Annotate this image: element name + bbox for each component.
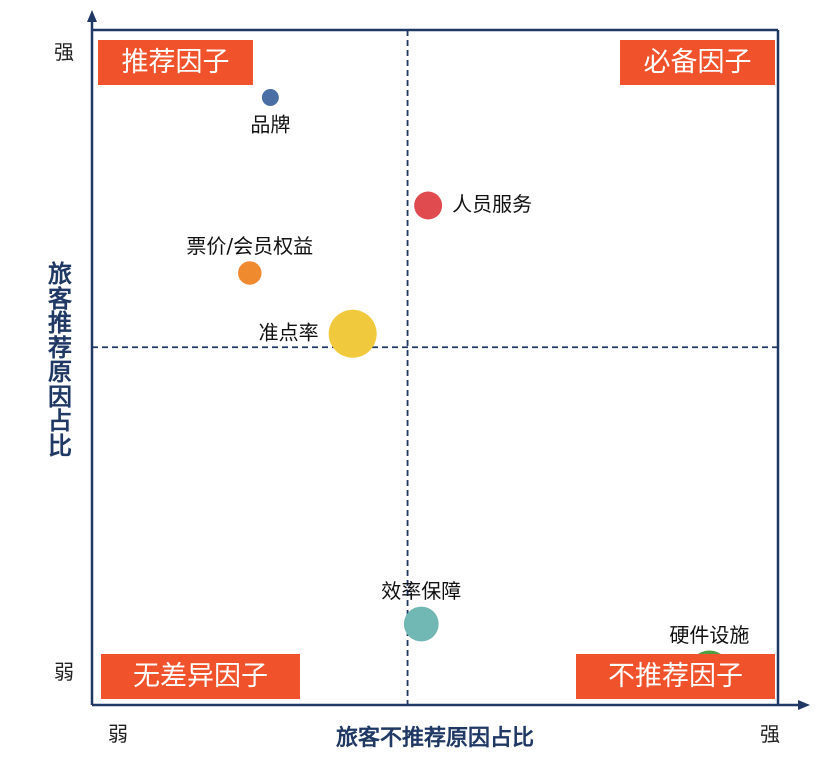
quadrant-label-bottom-left: 无差异因子: [101, 654, 300, 699]
y-tick-low: 弱: [54, 660, 74, 684]
bubble-point-2: [414, 191, 443, 220]
bubble-point-1: [261, 89, 279, 106]
y-axis-title: 旅客推荐原因占比: [48, 260, 72, 460]
bubble-point-3: [238, 261, 262, 285]
quadrant-label-top-right: 必备因子: [620, 40, 775, 85]
bubble-label-5: 效率保障: [381, 579, 461, 603]
bubble-label-1: 品牌: [250, 112, 290, 136]
y-axis-arrow: [87, 10, 97, 22]
bubble-point-5: [403, 606, 439, 642]
x-axis-title: 旅客不推荐原因占比: [335, 726, 534, 751]
bubble-label-4: 准点率: [259, 320, 319, 344]
y-tick-high: 强: [54, 40, 74, 64]
quadrant-label-bottom-right: 不推荐因子: [576, 654, 775, 699]
bubble-label-6: 硬件设施: [669, 623, 749, 647]
bubble-label-3: 票价/会员权益: [186, 234, 313, 258]
bubble-point-4: [328, 309, 377, 358]
x-axis-arrow: [798, 700, 810, 710]
x-tick-high: 强: [760, 722, 780, 746]
quadrant-label-top-left: 推荐因子: [98, 40, 253, 85]
bubble-label-2: 人员服务: [452, 192, 532, 216]
x-tick-low: 弱: [108, 722, 128, 746]
